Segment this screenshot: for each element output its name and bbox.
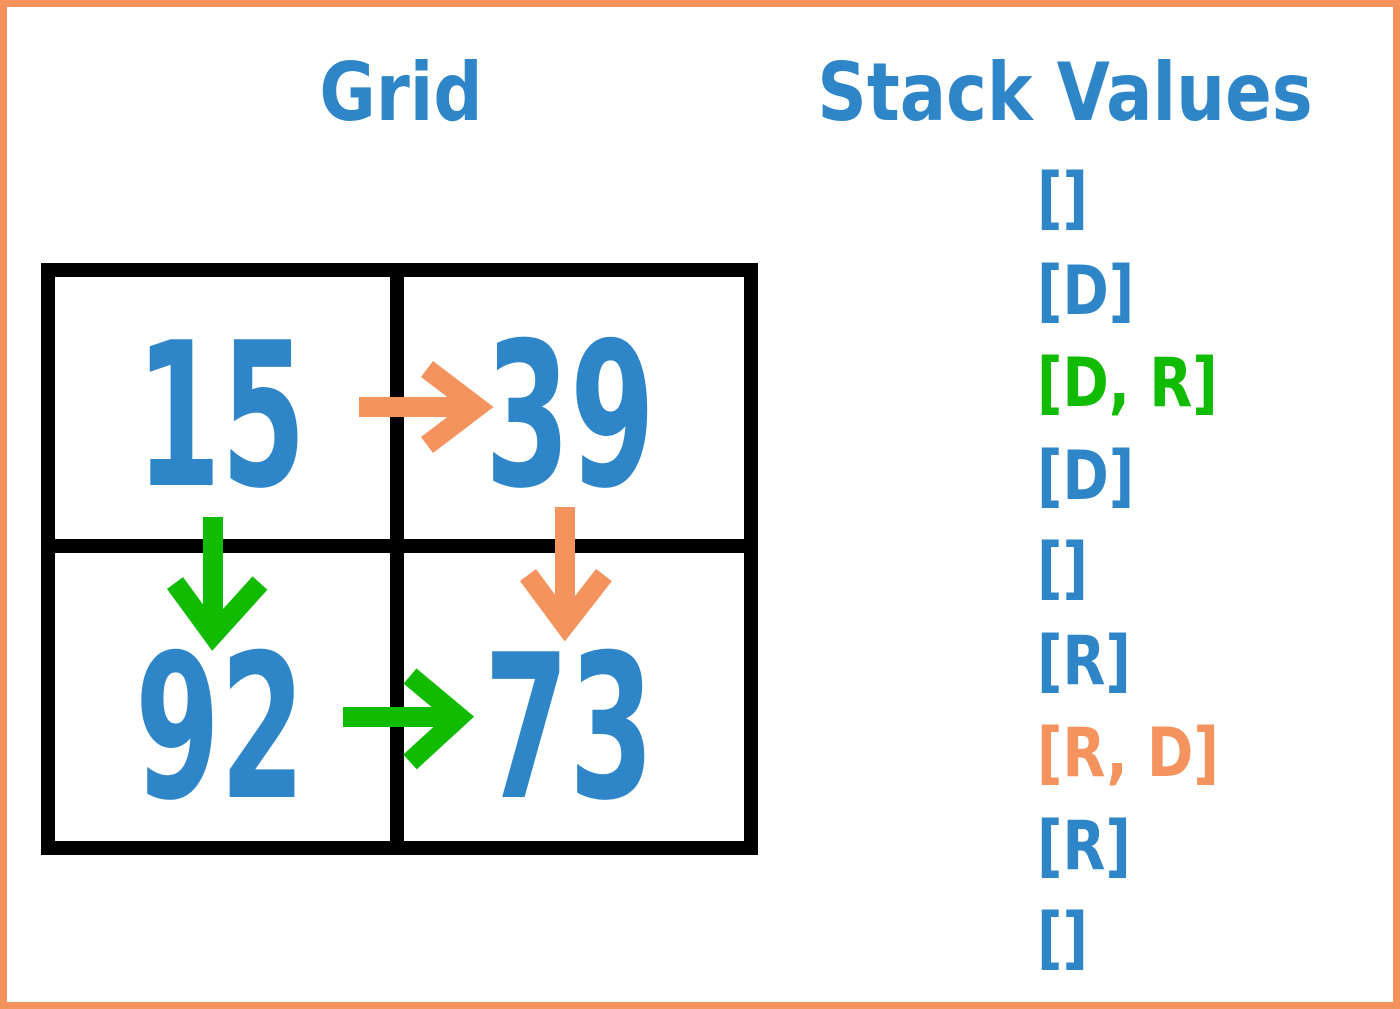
stack-entry: [] xyxy=(1037,159,1088,238)
grid-cell-bottom-left: 92 xyxy=(135,612,305,845)
grid-cell-bottom-right: 73 xyxy=(484,612,654,845)
stack-entry: [R] xyxy=(1037,806,1131,886)
stack-entry: [R, D] xyxy=(1037,714,1219,793)
stack-entry: [D, R] xyxy=(1037,344,1218,423)
arrow-right-orange-icon xyxy=(359,361,494,453)
stack-entry: [] xyxy=(1037,899,1088,978)
grid-cells: 15 39 92 73 xyxy=(135,300,655,845)
stack-entry: [] xyxy=(1037,529,1088,608)
grid-lines xyxy=(41,263,758,855)
grid-diagram: 15 39 92 73 xyxy=(41,263,758,855)
arrow-down-orange-icon xyxy=(519,507,612,642)
stack-entry: [D] xyxy=(1037,251,1135,331)
grid-cell-top-left: 15 xyxy=(136,300,306,533)
grid-title: Grid xyxy=(319,46,483,139)
stack-values-list: [] [D] [D, R] [D] [] [R] [R, D] [R] [] xyxy=(1037,153,1377,986)
arrow-down-green-icon xyxy=(166,517,268,651)
stack-title: Stack Values xyxy=(817,46,1313,139)
stack-entry: [D] xyxy=(1037,436,1135,516)
grid-cell-top-right: 39 xyxy=(485,300,655,533)
stack-entry: [R] xyxy=(1037,621,1131,701)
arrow-right-green-icon xyxy=(343,668,475,770)
